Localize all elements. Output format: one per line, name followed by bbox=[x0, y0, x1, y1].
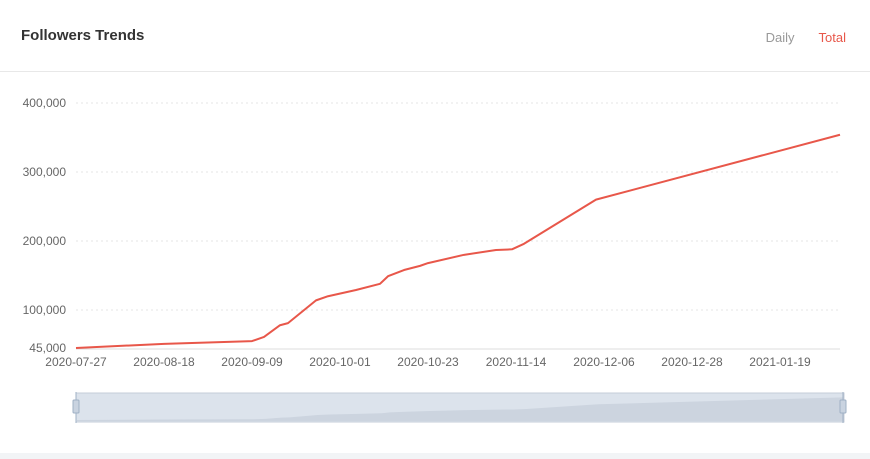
zoom-slider[interactable] bbox=[72, 392, 847, 423]
y-tick-label: 45,000 bbox=[29, 341, 66, 355]
card-title: Followers Trends bbox=[21, 27, 145, 44]
footer-strip bbox=[0, 453, 870, 459]
y-tick-label: 300,000 bbox=[23, 165, 67, 179]
x-tick-label: 2021-01-19 bbox=[749, 355, 811, 369]
slider-handle-right[interactable] bbox=[839, 399, 847, 414]
x-tick-label: 2020-10-23 bbox=[397, 355, 459, 369]
card-header: Followers Trends Daily Total bbox=[0, 0, 870, 72]
slider-preview-area bbox=[77, 397, 843, 421]
x-tick-label: 2020-08-18 bbox=[133, 355, 195, 369]
y-tick-label: 400,000 bbox=[23, 96, 67, 110]
series-line-total bbox=[75, 133, 841, 349]
y-tick-label: 200,000 bbox=[23, 234, 67, 248]
view-tabs: Daily Total bbox=[742, 30, 846, 45]
tab-total[interactable]: Total bbox=[818, 30, 846, 45]
y-tick-label: 100,000 bbox=[23, 303, 67, 317]
x-tick-label: 2020-10-01 bbox=[309, 355, 371, 369]
x-tick-label: 2020-12-06 bbox=[573, 355, 635, 369]
x-tick-label: 2020-11-14 bbox=[486, 355, 547, 369]
tab-daily[interactable]: Daily bbox=[765, 30, 795, 45]
x-tick-label: 2020-12-28 bbox=[661, 355, 723, 369]
slider-handle-left[interactable] bbox=[72, 399, 80, 414]
x-tick-label: 2020-07-27 bbox=[45, 355, 107, 369]
x-tick-label: 2020-09-09 bbox=[221, 355, 283, 369]
